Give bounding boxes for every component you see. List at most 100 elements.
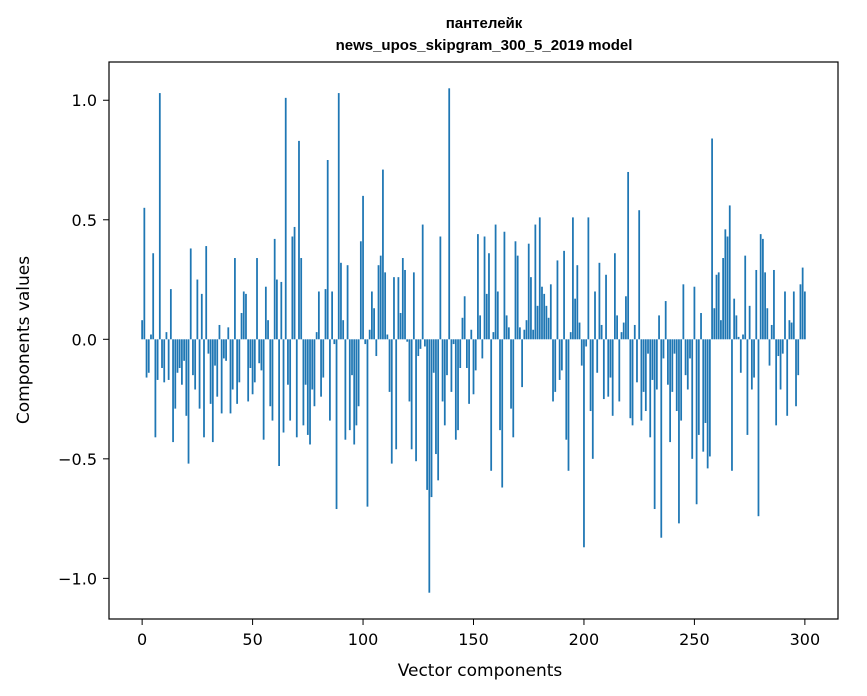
bar bbox=[492, 332, 495, 340]
bar bbox=[443, 339, 446, 426]
bar bbox=[620, 332, 623, 340]
bar bbox=[534, 224, 537, 340]
bar bbox=[647, 339, 649, 354]
bar bbox=[700, 313, 702, 340]
bar bbox=[512, 339, 515, 438]
bar bbox=[605, 274, 607, 340]
bar bbox=[163, 339, 166, 383]
bar bbox=[773, 269, 775, 340]
bar bbox=[231, 339, 234, 390]
bar bbox=[284, 97, 287, 340]
bar bbox=[463, 296, 466, 340]
bar bbox=[209, 339, 212, 404]
bar bbox=[342, 320, 345, 340]
bar bbox=[792, 291, 795, 340]
bar bbox=[801, 267, 804, 340]
bar bbox=[410, 339, 413, 450]
bar bbox=[214, 339, 216, 366]
bar bbox=[291, 236, 294, 340]
bar bbox=[375, 339, 378, 357]
bar bbox=[317, 291, 320, 340]
bar bbox=[686, 339, 689, 390]
bar bbox=[678, 339, 680, 524]
bar bbox=[704, 339, 707, 423]
bar bbox=[377, 265, 380, 340]
bar bbox=[532, 329, 535, 340]
bar bbox=[768, 339, 771, 366]
chart-subtitle: news_upos_skipgram_300_5_2019 model bbox=[336, 37, 633, 54]
bar bbox=[371, 291, 373, 340]
bar bbox=[759, 234, 762, 340]
bar bbox=[176, 339, 179, 373]
bar bbox=[194, 339, 197, 390]
bar bbox=[264, 286, 267, 340]
bar bbox=[256, 258, 258, 340]
bar bbox=[521, 339, 523, 388]
bar bbox=[499, 339, 501, 431]
bar bbox=[335, 339, 338, 510]
bar bbox=[156, 339, 159, 380]
bar bbox=[673, 339, 676, 354]
bar bbox=[415, 339, 417, 462]
bar bbox=[145, 339, 148, 378]
bar bbox=[781, 339, 784, 354]
bar bbox=[655, 339, 658, 390]
bar bbox=[790, 322, 793, 340]
bar bbox=[242, 291, 245, 340]
bar bbox=[181, 339, 183, 385]
bar bbox=[501, 339, 504, 488]
bar bbox=[306, 339, 309, 435]
bar bbox=[441, 339, 444, 402]
bar bbox=[574, 298, 576, 340]
bar bbox=[618, 339, 621, 402]
bar bbox=[596, 339, 599, 373]
bar bbox=[653, 339, 656, 510]
bar bbox=[198, 339, 201, 409]
bar bbox=[565, 339, 568, 440]
x-tick-label: 50 bbox=[242, 630, 262, 649]
bar bbox=[755, 269, 758, 340]
bar bbox=[174, 339, 177, 409]
bar bbox=[742, 334, 744, 340]
bar bbox=[748, 305, 751, 340]
bar bbox=[764, 272, 766, 340]
bar bbox=[708, 339, 711, 457]
bar bbox=[640, 339, 643, 421]
bar bbox=[786, 339, 789, 416]
bar bbox=[346, 265, 349, 340]
bar bbox=[667, 339, 669, 385]
bar bbox=[276, 279, 278, 340]
bar bbox=[309, 339, 311, 445]
bar bbox=[591, 339, 594, 459]
bar bbox=[247, 339, 250, 402]
bar bbox=[675, 339, 678, 412]
bar bbox=[744, 255, 747, 340]
bar bbox=[556, 260, 559, 340]
bar bbox=[178, 339, 181, 368]
bar bbox=[567, 339, 570, 471]
bar bbox=[450, 339, 453, 392]
bar bbox=[488, 253, 490, 340]
bar bbox=[609, 339, 612, 378]
bar bbox=[795, 339, 797, 407]
bar bbox=[558, 339, 561, 380]
bar bbox=[788, 320, 791, 340]
bar bbox=[315, 332, 318, 340]
bar bbox=[560, 339, 563, 371]
bar bbox=[207, 339, 210, 354]
x-axis-ticks: 0 50 100 150 200 250 300 bbox=[137, 619, 820, 649]
bar bbox=[322, 339, 325, 378]
x-tick-label: 100 bbox=[348, 630, 379, 649]
bar bbox=[527, 243, 530, 340]
bar bbox=[737, 336, 740, 340]
bar bbox=[490, 339, 493, 471]
bar bbox=[631, 339, 634, 426]
bar bbox=[203, 339, 205, 438]
bar bbox=[258, 339, 261, 364]
bar bbox=[496, 291, 499, 340]
bar bbox=[519, 327, 521, 340]
bar bbox=[616, 315, 618, 340]
bar bbox=[240, 313, 243, 340]
bar bbox=[167, 339, 170, 380]
bar bbox=[154, 339, 157, 438]
